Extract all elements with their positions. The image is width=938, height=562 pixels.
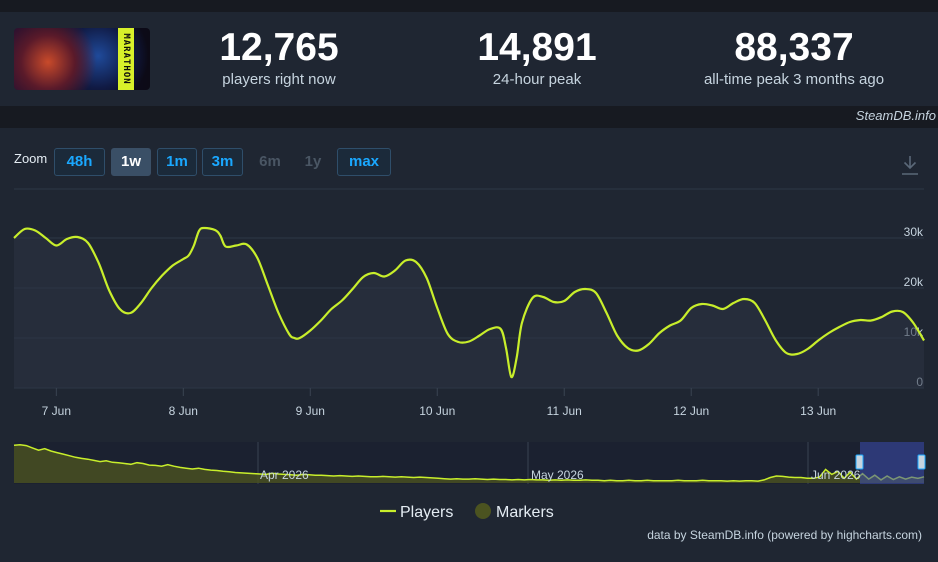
stat-players-now: 12,765 players right now [204, 26, 354, 89]
zoom-6m-button: 6m [259, 153, 281, 170]
game-logo: MARATHON [118, 28, 134, 90]
navigator-label-apr: Apr 2026 [260, 468, 309, 482]
zoom-1w-button[interactable]: 1w [111, 148, 151, 176]
x-tick-label: 12 Jun [673, 404, 709, 418]
zoom-1m-button[interactable]: 1m [157, 148, 197, 176]
x-tick-label: 7 Jun [42, 404, 71, 418]
navigator[interactable]: Apr 2026 May 2026 Jun 2026 [13, 442, 926, 484]
players-now-value: 12,765 [219, 26, 339, 69]
chart-credit[interactable]: data by SteamDB.info (powered by highcha… [647, 528, 922, 542]
all-time-peak-label: all-time peak 3 months ago [703, 71, 885, 88]
all-time-peak-value: 88,337 [734, 26, 854, 69]
zoom-48h-button[interactable]: 48h [54, 148, 105, 176]
game-cover-image[interactable]: MARATHON [14, 28, 150, 90]
x-tick-label: 8 Jun [169, 404, 198, 418]
legend-markers-swatch [475, 503, 491, 519]
y-tick-label: 20k [904, 275, 924, 289]
navigator-right-handle[interactable] [917, 454, 926, 470]
x-tick-label: 10 Jun [419, 404, 455, 418]
navigator-line [13, 444, 925, 482]
players-area [14, 227, 924, 388]
zoom-1y-button: 1y [304, 153, 322, 170]
x-tick-label: 13 Jun [800, 404, 836, 418]
24h-peak-label: 24-hour peak [492, 71, 582, 88]
stats-panel: MARATHON 12,765 players right now 14,891… [0, 12, 938, 106]
legend-players-label: Players [400, 504, 453, 521]
x-axis: 7 Jun 8 Jun 9 Jun 10 Jun 11 Jun 12 Jun 13 Jun [42, 388, 836, 418]
navigator-left-handle[interactable] [855, 454, 864, 470]
download-icon[interactable] [900, 154, 920, 176]
y-tick-label: 30k [904, 225, 924, 239]
x-tick-label: 11 Jun [547, 404, 582, 418]
navigator-selected-window[interactable] [860, 442, 924, 484]
players-series-line[interactable] [13, 226, 925, 379]
zoom-3m-button[interactable]: 3m [202, 148, 243, 176]
legend-item-markers[interactable]: Markers [475, 503, 554, 521]
legend-markers-label: Markers [496, 504, 554, 521]
24h-peak-value: 14,891 [477, 26, 597, 69]
navigator-label-jun: Jun 2026 [811, 468, 861, 482]
legend: Players Markers [380, 503, 554, 521]
stat-24h-peak: 14,891 24-hour peak [462, 26, 612, 89]
steamdb-credit-link[interactable]: SteamDB.info [855, 108, 936, 123]
navigator-label-may: May 2026 [531, 468, 584, 482]
zoom-max-button[interactable]: max [337, 148, 391, 176]
players-now-label: players right now [222, 71, 336, 88]
stat-all-time-peak: 88,337 all-time peak 3 months ago [684, 26, 904, 89]
x-tick-label: 9 Jun [296, 404, 325, 418]
legend-item-players[interactable]: Players [380, 504, 453, 521]
zoom-label: Zoom [14, 151, 48, 166]
